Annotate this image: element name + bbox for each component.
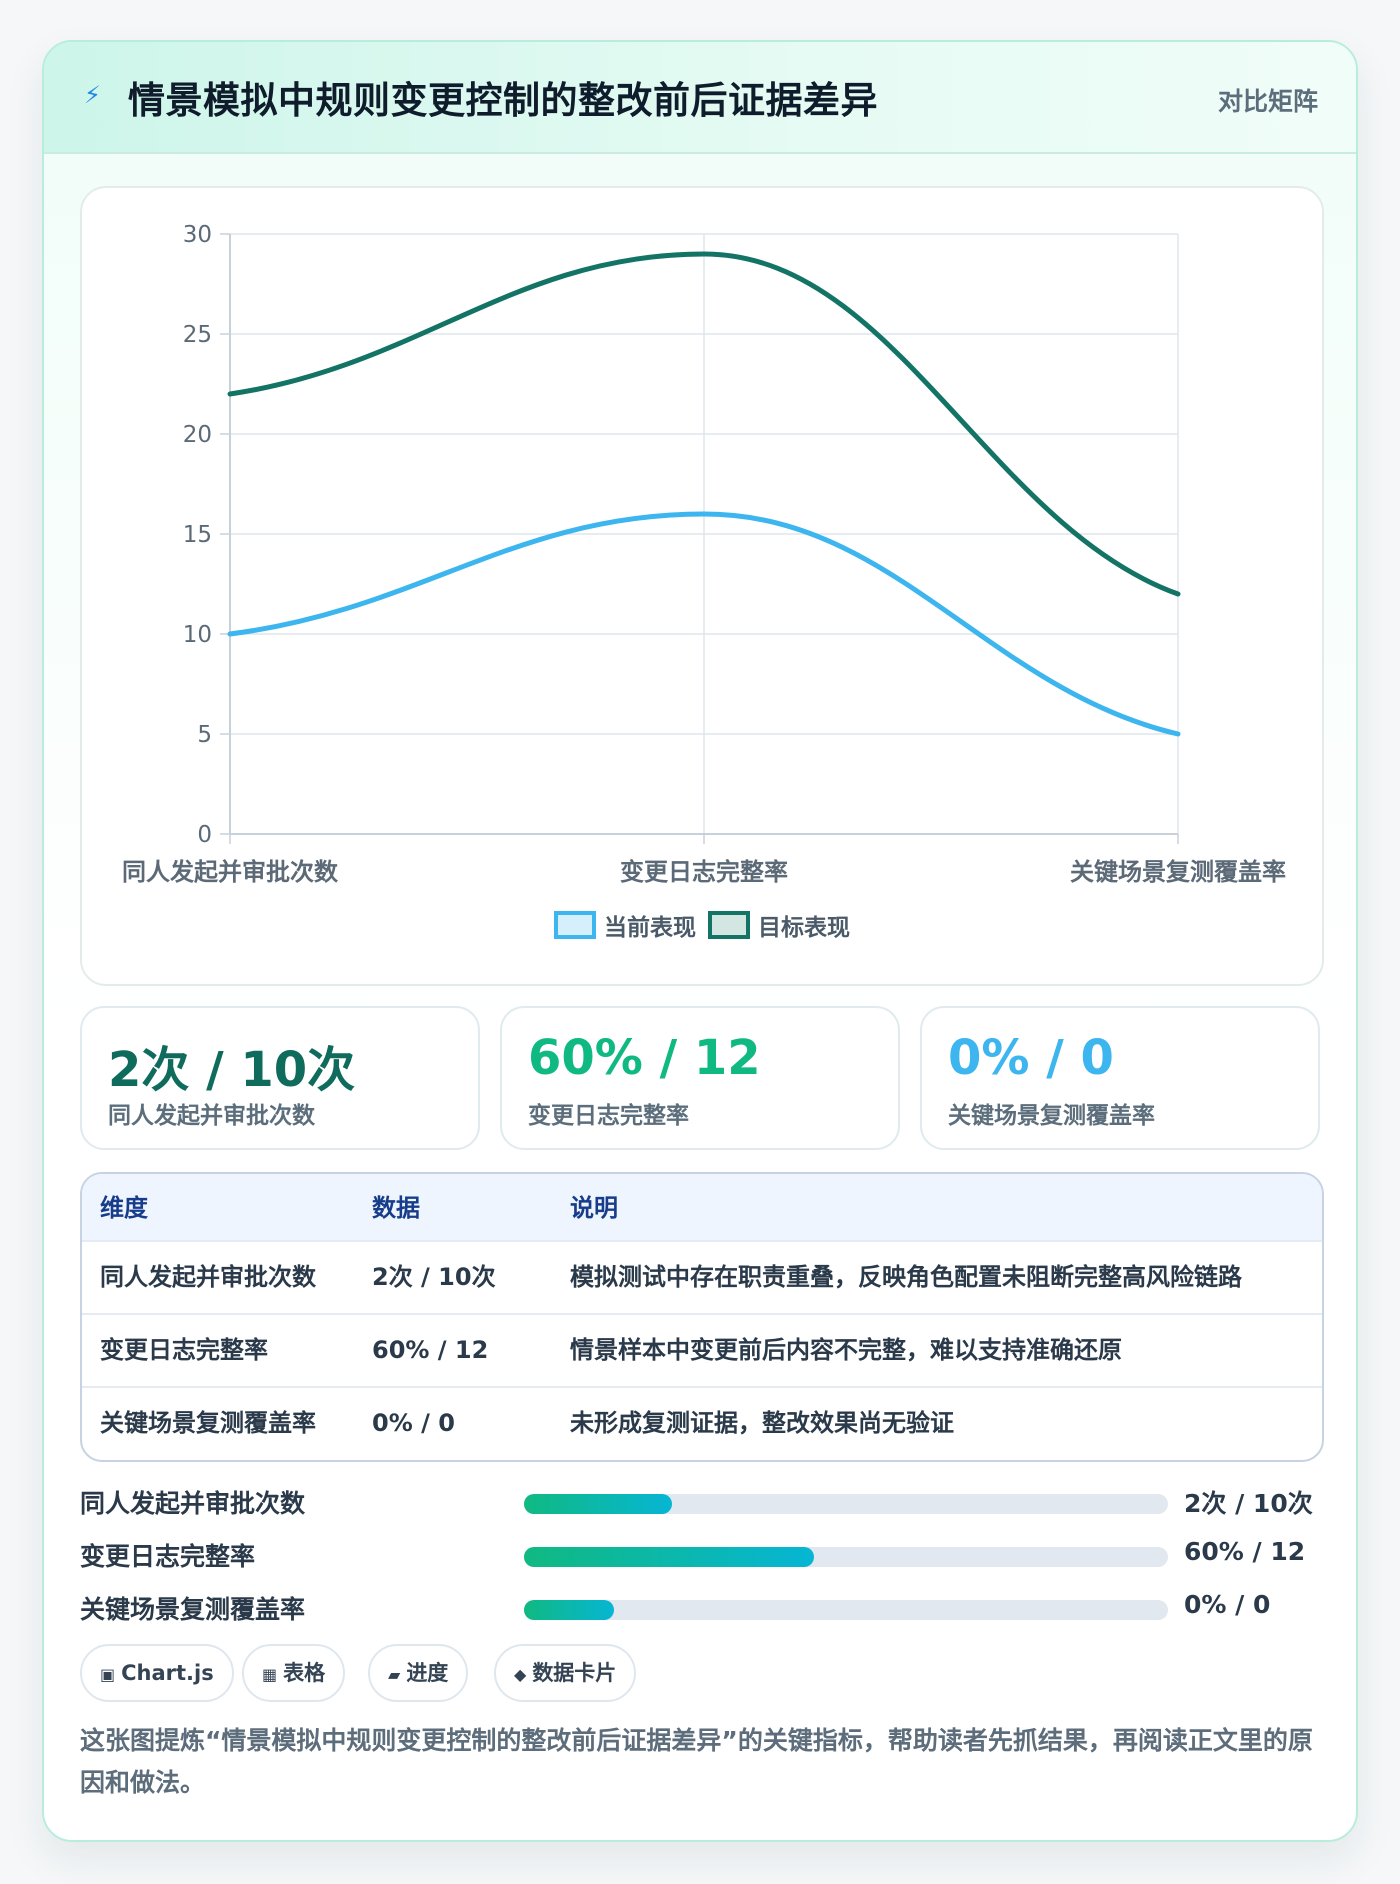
y-tick-label: 0: [197, 822, 212, 848]
table-icon: ▦: [262, 1665, 278, 1684]
page-title: 情景模拟中规则变更控制的整改前后证据差异: [128, 79, 878, 122]
progress-row: 关键场景复测覆盖率 0% / 0: [80, 1588, 1324, 1628]
y-tick-label: 25: [183, 322, 212, 348]
table-cell: 未形成复测证据，整改效果尚无验证: [570, 1409, 954, 1437]
legend-swatch: [554, 911, 596, 939]
kpi-card: 2次 / 10次同人发起并审批次数: [80, 1006, 480, 1150]
progress-value: 0% / 0: [1184, 1590, 1271, 1619]
header-tag: 对比矩阵: [1217, 87, 1318, 116]
progress-track: [524, 1600, 1168, 1620]
series-line-2: [227, 251, 1181, 597]
chart-canvas: 0 5 10 15 20 25 30 同人发起并审批次数 变更日志完整率 关键场景复测覆盖率: [122, 222, 1286, 886]
series-line-1: [227, 511, 1181, 737]
chip-label: 数据卡片: [532, 1661, 617, 1685]
data-table: 维度 数据 说明同人发起并审批次数 2次 / 10次 模拟测试中存在职责重叠，反映角色配…: [80, 1172, 1324, 1462]
progress-label: 变更日志完整率: [80, 1542, 256, 1571]
progress-label: 关键场景复测覆盖率: [80, 1595, 306, 1624]
x-tick-label: 变更日志完整率: [620, 858, 788, 886]
kpi-label: 变更日志完整率: [528, 1103, 689, 1129]
kpi-value: 60% / 12: [528, 1030, 761, 1086]
table-header-cell: 数据: [372, 1194, 420, 1222]
progress-fill: [524, 1547, 814, 1567]
table-cell: 同人发起并审批次数: [100, 1263, 316, 1291]
legend-swatch: [708, 911, 750, 939]
table-cell: 情景样本中变更前后内容不完整，难以支持准确还原: [570, 1336, 1122, 1364]
chip-1[interactable]: ▣ Chart.js: [80, 1644, 234, 1702]
table-cell: 60% / 12: [372, 1336, 489, 1364]
chip-label: Chart.js: [121, 1661, 214, 1685]
progress-fill: [524, 1600, 615, 1620]
table-row: 同人发起并审批次数 2次 / 10次 模拟测试中存在职责重叠，反映角色配置未阻断完整…: [82, 1242, 1322, 1315]
legend-item[interactable]: 目标表现: [708, 908, 850, 942]
table-header-row: 维度 数据 说明: [82, 1174, 1322, 1242]
y-tick-label: 20: [183, 422, 212, 448]
kpi-label: 同人发起并审批次数: [108, 1103, 315, 1129]
progress-row: 变更日志完整率 60% / 12: [80, 1535, 1324, 1575]
table-cell: 2次 / 10次: [372, 1263, 496, 1291]
progress-bars: 同人发起并审批次数 2次 / 10次变更日志完整率 60% / 12 关键场景复测覆盖…: [80, 1482, 1324, 1642]
lightning-icon: ⚡: [84, 81, 101, 109]
table-cell: 关键场景复测覆盖率: [100, 1409, 316, 1437]
kpi-label: 关键场景复测覆盖率: [948, 1103, 1155, 1129]
kpi-card: 60% / 12 变更日志完整率: [500, 1006, 900, 1150]
x-tick-label: 关键场景复测覆盖率: [1070, 858, 1286, 886]
progress-fill: [524, 1494, 673, 1514]
table-row: 关键场景复测覆盖率 0% / 0 未形成复测证据，整改效果尚无验证: [82, 1388, 1322, 1460]
chip-4[interactable]: ◆ 数据卡片: [494, 1644, 637, 1702]
progress-track: [524, 1494, 1168, 1514]
progress-track: [524, 1547, 1168, 1567]
table-cell: 模拟测试中存在职责重叠，反映角色配置未阻断完整高风险链路: [570, 1263, 1242, 1291]
progress-icon: ▰: [388, 1665, 401, 1684]
progress-value: 60% / 12: [1184, 1537, 1306, 1566]
kpi-cards: 2次 / 10次同人发起并审批次数 60% / 12 变更日志完整率 0% / 0 关键…: [80, 1006, 1324, 1150]
y-tick-label: 30: [183, 222, 212, 248]
chip-label: 表格: [283, 1661, 326, 1685]
legend-item[interactable]: 当前表现: [554, 908, 696, 942]
progress-label: 同人发起并审批次数: [80, 1489, 306, 1518]
progress-row: 同人发起并审批次数 2次 / 10次: [80, 1482, 1324, 1522]
legend-label: 目标表现: [758, 915, 850, 941]
chart-icon: ▣: [100, 1665, 116, 1684]
progress-value: 2次 / 10次: [1184, 1489, 1313, 1518]
table-cell: 0% / 0: [372, 1409, 455, 1437]
chart-legend: 当前表现 目标表现: [82, 908, 1322, 945]
kpi-card: 0% / 0 关键场景复测覆盖率: [920, 1006, 1320, 1150]
card-header: ⚡ 情景模拟中规则变更控制的整改前后证据差异 对比矩阵: [44, 42, 1356, 154]
report-card: ⚡ 情景模拟中规则变更控制的整改前后证据差异 对比矩阵 0 5 10 15 20 25 30…: [42, 40, 1358, 1842]
chip-label: 进度: [406, 1661, 449, 1685]
y-tick-label: 15: [183, 522, 212, 548]
y-tick-label: 5: [197, 722, 212, 748]
card-icon: ◆: [514, 1665, 527, 1684]
footnote: 这张图提炼“情景模拟中规则变更控制的整改前后证据差异”的关键指标，帮助读者先抓结…: [80, 1726, 1313, 1797]
table-header-cell: 说明: [570, 1194, 618, 1222]
chip-2[interactable]: ▦ 表格: [242, 1644, 346, 1702]
chip-3[interactable]: ▰ 进度: [368, 1644, 469, 1702]
table-header-cell: 维度: [100, 1194, 148, 1222]
table-row: 变更日志完整率 60% / 12 情景样本中变更前后内容不完整，难以支持准确还原: [82, 1315, 1322, 1388]
kpi-value: 0% / 0: [948, 1030, 1114, 1086]
y-tick-label: 10: [183, 622, 212, 648]
x-tick-label: 同人发起并审批次数: [122, 858, 339, 886]
kpi-value: 2次 / 10次: [108, 1042, 356, 1098]
legend-label: 当前表现: [604, 915, 696, 941]
line-chart: 0 5 10 15 20 25 30 同人发起并审批次数 变更日志完整率 关键场景复测覆盖率 当前…: [80, 186, 1324, 986]
table-cell: 变更日志完整率: [100, 1336, 268, 1364]
